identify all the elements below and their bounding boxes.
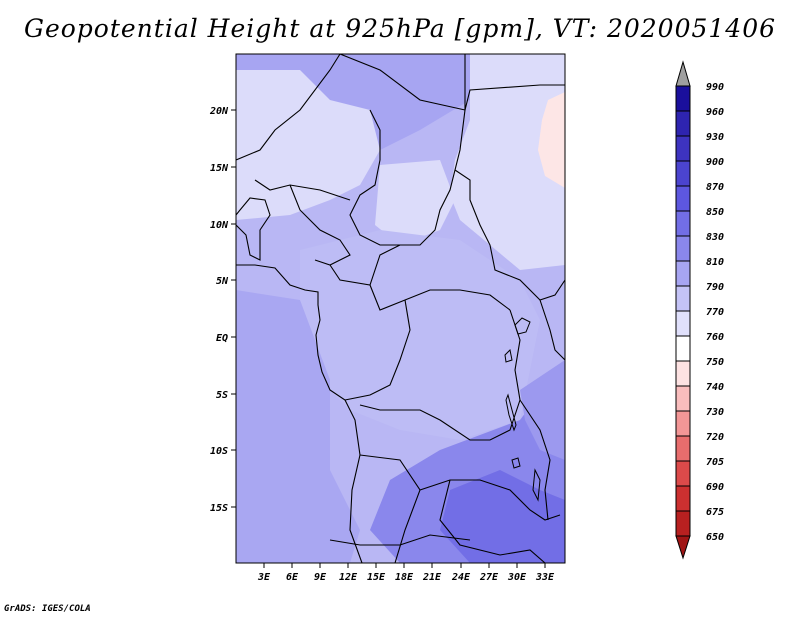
colorbar-label: 720: [706, 432, 724, 443]
colorbar-bottom-arrow: [675, 535, 691, 560]
lon-label: 27E: [479, 572, 499, 583]
credit-text: GrADS: IGES/COLA: [4, 604, 91, 614]
lon-label: 6E: [286, 572, 299, 583]
height-field-north-pale: [236, 70, 380, 220]
colorbar-label: 690: [706, 482, 724, 493]
height-field-south-high: [440, 470, 565, 563]
height-field-west: [236, 290, 360, 563]
lat-label: 15S: [210, 503, 228, 514]
colorbar-segment: [675, 310, 691, 337]
height-field-warm-area: [538, 92, 565, 188]
colorbar-segment: [675, 435, 691, 462]
map-frame: [235, 53, 566, 564]
colorbar-label: 750: [706, 357, 724, 368]
colorbar-top-arrow: [675, 60, 691, 87]
height-field-northeast-pale: [450, 54, 565, 270]
colorbar-label: 770: [706, 307, 724, 318]
height-field-southeast-edge: [520, 360, 565, 460]
colorbar-label: 760: [706, 332, 724, 343]
country-borders: [236, 54, 565, 563]
colorbar-segment: [675, 110, 691, 137]
colorbar-label: 675: [706, 507, 724, 518]
colorbar-segment: [675, 485, 691, 512]
lon-label: 33E: [535, 572, 555, 583]
colorbar-segment: [675, 135, 691, 162]
colorbar-segment: [675, 210, 691, 237]
colorbar-segment: [675, 360, 691, 387]
lat-label: 20N: [209, 106, 229, 117]
map-panel: [236, 54, 565, 563]
colorbar-segment: [675, 335, 691, 362]
colorbar-label: 830: [706, 232, 724, 243]
colorbar-segment: [675, 460, 691, 487]
colorbar-label: 790: [706, 282, 724, 293]
lon-label: 24E: [451, 572, 471, 583]
colorbar-segment: [675, 410, 691, 437]
colorbar-label: 900: [706, 157, 724, 168]
lakes: [504, 317, 541, 502]
lat-axis: 20N 15N 10N 5N EQ 5S 10S 15S: [209, 106, 236, 514]
lon-axis: 3E 6E 9E 12E 15E 18E 21E 24E 27E 30E 33E: [257, 563, 555, 583]
colorbar-label: 990: [706, 82, 724, 93]
lat-label: 5S: [216, 390, 228, 401]
lat-label: 5N: [216, 276, 229, 287]
colorbar-label: 650: [706, 532, 724, 543]
colorbar-segment: [675, 160, 691, 187]
colorbar: 990 960 930 900 870 850 830 810 790 770 …: [675, 60, 724, 560]
lon-label: 12E: [339, 572, 358, 583]
colorbar-label: 740: [706, 382, 724, 393]
colorbar-segment: [675, 235, 691, 262]
height-field-sudan-pale: [375, 160, 455, 245]
lat-label: 10N: [210, 220, 229, 231]
chart-title: Geopotential Height at 925hPa [gpm], VT:…: [23, 14, 777, 43]
lon-label: 9E: [314, 572, 327, 583]
colorbar-segment: [675, 185, 691, 212]
colorbar-label: 870: [706, 182, 724, 193]
lon-label: 30E: [507, 572, 527, 583]
lon-label: 18E: [395, 572, 414, 583]
colorbar-label: 705: [706, 457, 724, 468]
colorbar-segment: [675, 510, 691, 537]
colorbar-segment: [675, 385, 691, 412]
lat-label: 15N: [210, 163, 229, 174]
colorbar-segment: [675, 285, 691, 312]
colorbar-label: 960: [706, 107, 724, 118]
colorbar-label: 730: [706, 407, 724, 418]
colorbar-segment: [675, 260, 691, 287]
lon-label: 15E: [367, 572, 386, 583]
colorbar-segment: [675, 85, 691, 112]
colorbar-label: 810: [706, 257, 724, 268]
lat-label: EQ: [216, 333, 228, 344]
lon-label: 21E: [422, 572, 442, 583]
lon-label: 3E: [257, 572, 271, 583]
lat-label: 10S: [210, 446, 228, 457]
colorbar-label: 850: [706, 207, 724, 218]
colorbar-label: 930: [706, 132, 724, 143]
height-field-central: [300, 230, 540, 440]
